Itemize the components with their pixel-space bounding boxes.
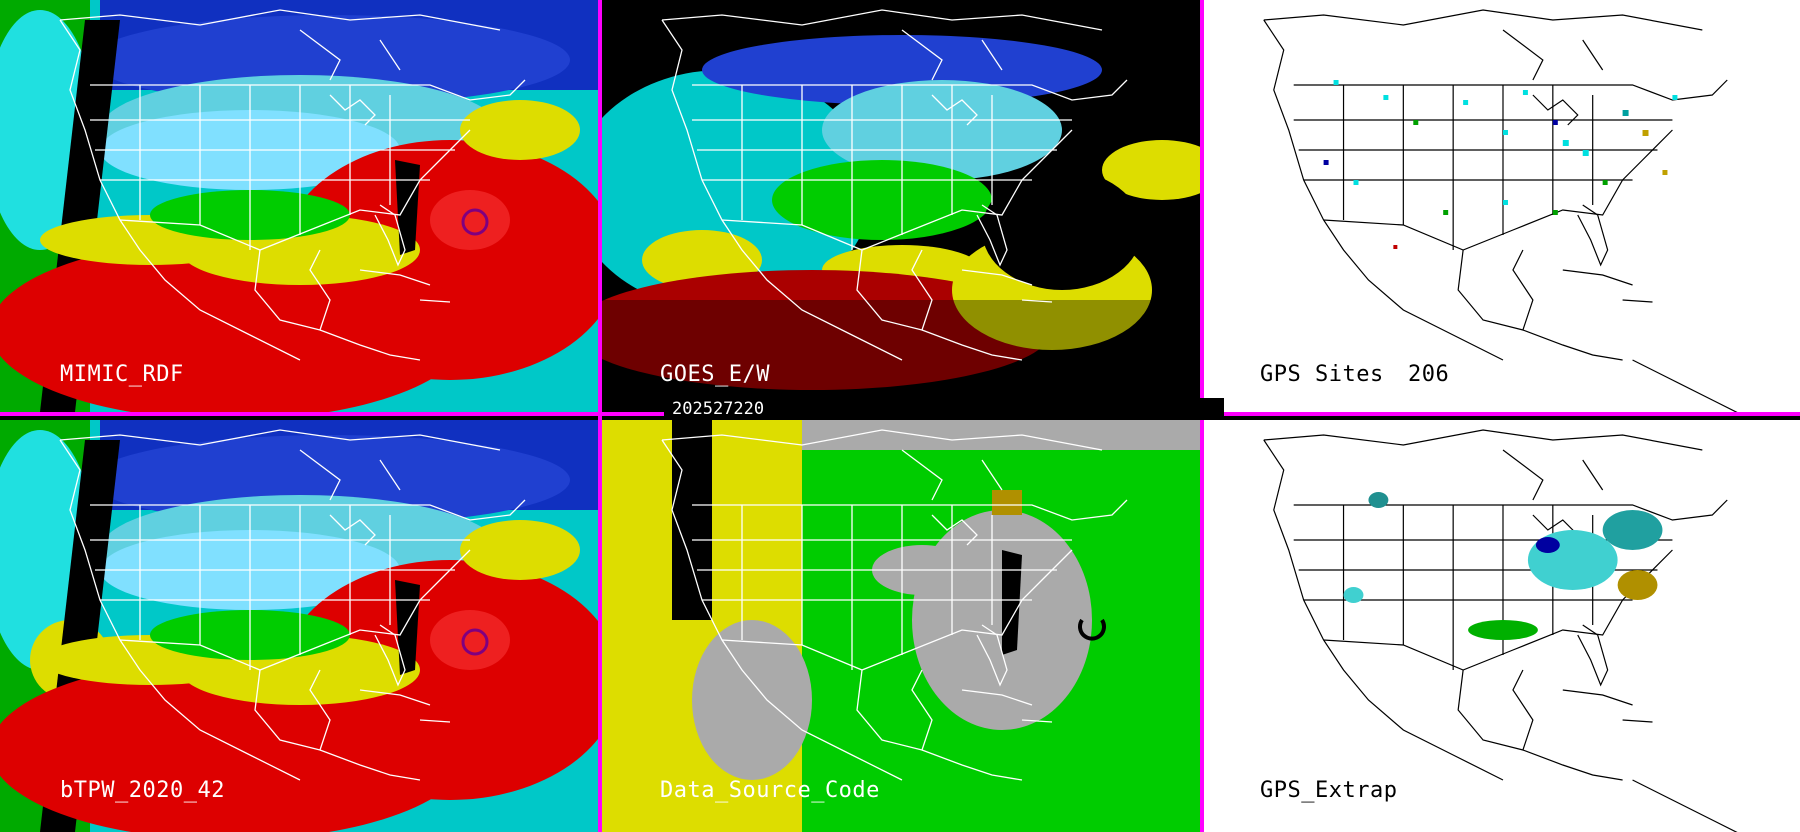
panel-gps-extrap: GPS_Extrap	[1204, 420, 1800, 832]
gps-site-markers	[1323, 80, 1678, 249]
panel-mimic-rdf: MIMIC_RDF	[0, 0, 598, 412]
tpw-map-mimic	[0, 0, 598, 412]
gps-site-count: 206	[1408, 362, 1450, 387]
panel-label-gps-sites: GPS Sites	[1260, 362, 1384, 387]
timestamp-text: 202527220	[672, 399, 765, 419]
panel-gps-sites: GPS Sites 206	[1204, 0, 1800, 412]
panel-btpw: bTPW_2020_42	[0, 420, 598, 832]
tpw-map-btpw	[0, 420, 598, 832]
vertical-divider-left	[598, 0, 602, 832]
timestamp-bar: 202527220	[664, 398, 1224, 420]
panel-label-gps-extrap: GPS_Extrap	[1260, 778, 1398, 803]
panel-goes-ew: GOES_E/W	[602, 0, 1200, 412]
data-source-map	[602, 420, 1200, 832]
tpw-map-goes	[602, 0, 1200, 412]
panel-data-source: Data_Source_Code	[602, 420, 1200, 832]
gps-sites-map	[1263, 9, 1743, 412]
gps-extrap-map	[1263, 429, 1743, 832]
panel-label-btpw: bTPW_2020_42	[60, 778, 225, 803]
panel-label-goes-ew: GOES_E/W	[660, 362, 770, 387]
panel-label-data-source: Data_Source_Code	[660, 778, 880, 803]
panel-label-mimic-rdf: MIMIC_RDF	[60, 362, 184, 387]
